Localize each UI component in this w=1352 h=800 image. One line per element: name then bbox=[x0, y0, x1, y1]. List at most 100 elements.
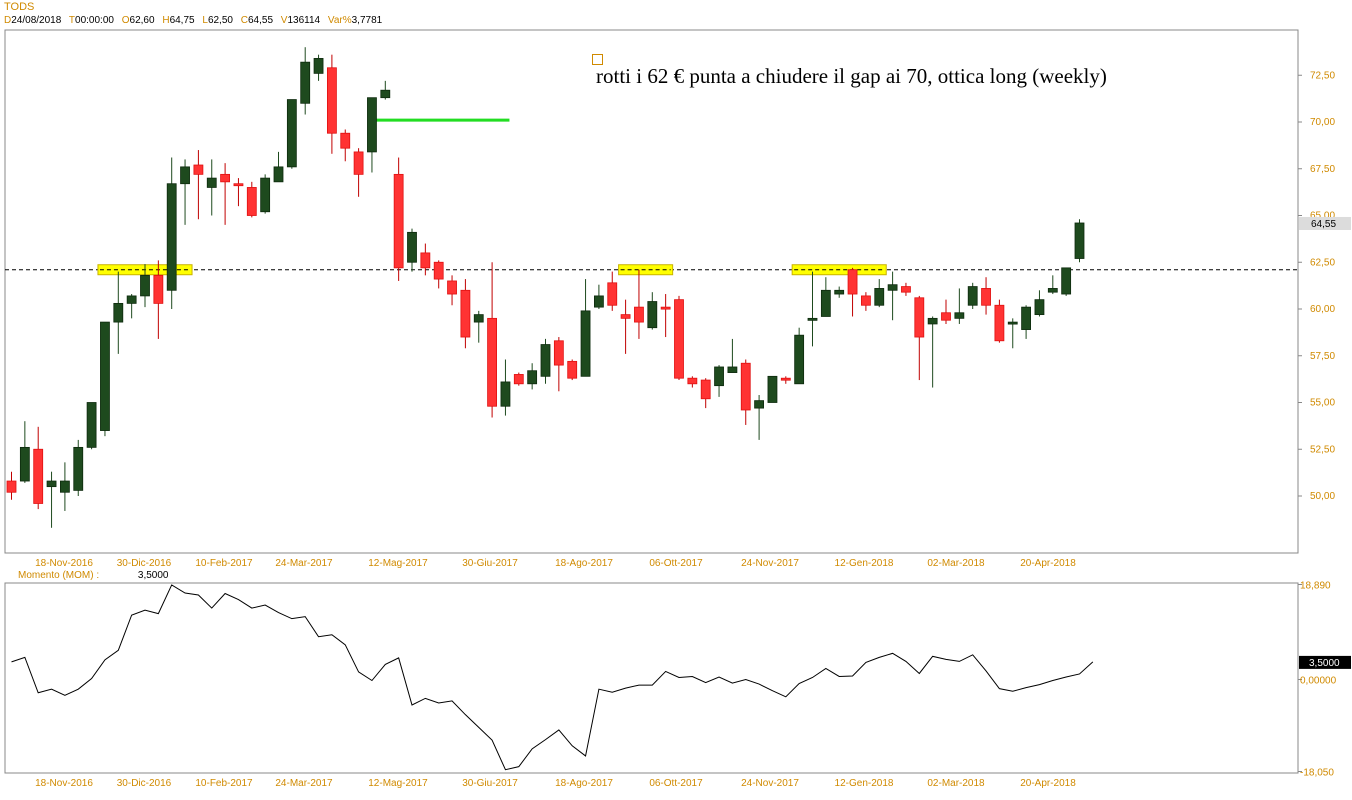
candle-body bbox=[113, 302, 124, 323]
candle-body bbox=[233, 183, 244, 187]
candle-body bbox=[967, 286, 978, 306]
candle-body bbox=[954, 312, 965, 319]
price-x-tick-label: 06-Ott-2017 bbox=[649, 558, 703, 569]
candle-body bbox=[166, 183, 177, 291]
candle-body bbox=[847, 269, 858, 295]
candle bbox=[1007, 318, 1018, 349]
candle-body bbox=[260, 177, 271, 213]
candle bbox=[487, 262, 498, 418]
candle-body bbox=[981, 288, 991, 306]
candle bbox=[220, 163, 231, 225]
momentum-x-tick-label: 02-Mar-2018 bbox=[927, 778, 985, 789]
candle-body bbox=[153, 274, 164, 304]
candle bbox=[727, 338, 738, 373]
candle bbox=[527, 363, 538, 390]
candle-body bbox=[353, 151, 364, 175]
candle bbox=[140, 264, 150, 308]
candle bbox=[834, 286, 845, 298]
candle-body bbox=[941, 312, 951, 321]
open-value: 62,60 bbox=[129, 15, 155, 26]
candle-body bbox=[300, 61, 311, 104]
candle-body bbox=[206, 177, 217, 188]
candle-body bbox=[540, 344, 551, 377]
time-key: T bbox=[68, 15, 76, 26]
candle-body bbox=[887, 284, 898, 291]
momentum-x-tick-label: 10-Feb-2017 bbox=[195, 778, 253, 789]
candle bbox=[246, 181, 257, 218]
annotation-text[interactable]: rotti i 62 € punta a chiudere il gap ai … bbox=[596, 64, 1107, 88]
momentum-x-tick-label: 20-Apr-2018 bbox=[1020, 778, 1076, 789]
price-y-tick-label: 70,00 bbox=[1310, 117, 1335, 128]
candle bbox=[393, 157, 404, 281]
candle bbox=[674, 295, 684, 381]
candle-body bbox=[500, 381, 511, 407]
price-x-tick-label: 24-Mar-2017 bbox=[275, 558, 333, 569]
candle bbox=[1021, 305, 1031, 339]
momentum-x-tick-label: 24-Nov-2017 bbox=[741, 778, 799, 789]
candle bbox=[941, 299, 951, 324]
price-x-tick-label: 02-Mar-2018 bbox=[927, 558, 985, 569]
candle-body bbox=[380, 89, 391, 99]
momentum-x-tick-label: 30-Giu-2017 bbox=[462, 778, 518, 789]
price-x-tick-label: 18-Ago-2017 bbox=[555, 558, 613, 569]
volume-key: V bbox=[280, 15, 288, 26]
price-x-tick-label: 30-Dic-2016 bbox=[117, 558, 172, 569]
candle-body bbox=[286, 99, 297, 168]
candle bbox=[33, 426, 44, 510]
price-y-tick-label: 72,50 bbox=[1310, 70, 1335, 81]
candle bbox=[1061, 267, 1072, 296]
candle-body bbox=[607, 282, 618, 306]
candle-body bbox=[46, 480, 57, 488]
candle bbox=[153, 260, 164, 339]
resistance-zone-box bbox=[618, 264, 674, 276]
candle-body bbox=[326, 67, 337, 134]
candle bbox=[580, 279, 591, 377]
candle bbox=[660, 294, 671, 338]
candle-body bbox=[567, 360, 578, 379]
indicator-value: 3,5000 bbox=[137, 570, 169, 581]
momentum-y-tick-label: 18,890 bbox=[1300, 581, 1331, 592]
candle bbox=[73, 439, 84, 496]
open-key: O bbox=[121, 15, 130, 26]
candle-body bbox=[700, 379, 711, 400]
candle-body bbox=[807, 317, 818, 321]
candle bbox=[567, 359, 578, 381]
candle-body bbox=[340, 132, 351, 149]
price-x-tick-label: 24-Nov-2017 bbox=[741, 558, 799, 569]
price-x-tick-label: 30-Giu-2017 bbox=[462, 558, 518, 569]
candle bbox=[407, 228, 417, 272]
low-value: 62,50 bbox=[207, 15, 233, 26]
candle bbox=[820, 277, 831, 317]
candle bbox=[166, 157, 177, 309]
price-x-tick-label: 12-Mag-2017 bbox=[368, 558, 428, 569]
candle-body bbox=[367, 97, 377, 153]
candle bbox=[553, 337, 564, 392]
candle-body bbox=[193, 164, 204, 175]
candle bbox=[60, 462, 70, 511]
price-y-tick-label: 60,00 bbox=[1310, 304, 1335, 315]
last-price-badge bbox=[1299, 216, 1351, 230]
momentum-y-tick-label: 0,00000 bbox=[1300, 676, 1337, 687]
annotation-marker[interactable] bbox=[592, 54, 603, 65]
candle bbox=[286, 99, 297, 169]
candle-body bbox=[820, 289, 831, 317]
candle-body bbox=[647, 301, 658, 329]
last-price-label: 64,55 bbox=[1311, 219, 1336, 230]
candle-body bbox=[754, 400, 764, 409]
candle bbox=[193, 150, 204, 220]
candle bbox=[420, 243, 431, 276]
momentum-x-tick-label: 30-Dic-2016 bbox=[117, 778, 172, 789]
candle bbox=[594, 284, 604, 309]
candle bbox=[847, 267, 858, 317]
symbol-title: TODS bbox=[4, 1, 35, 13]
momentum-line bbox=[11, 584, 1094, 771]
close-key: C bbox=[240, 15, 248, 26]
candle-body bbox=[620, 314, 631, 319]
candle-body bbox=[794, 334, 805, 385]
candle bbox=[260, 174, 271, 214]
candle-body bbox=[687, 377, 698, 385]
candle bbox=[206, 159, 217, 216]
price-x-tick-label: 18-Nov-2016 bbox=[35, 558, 93, 569]
indicator-name: Momento (MOM) bbox=[18, 570, 94, 581]
